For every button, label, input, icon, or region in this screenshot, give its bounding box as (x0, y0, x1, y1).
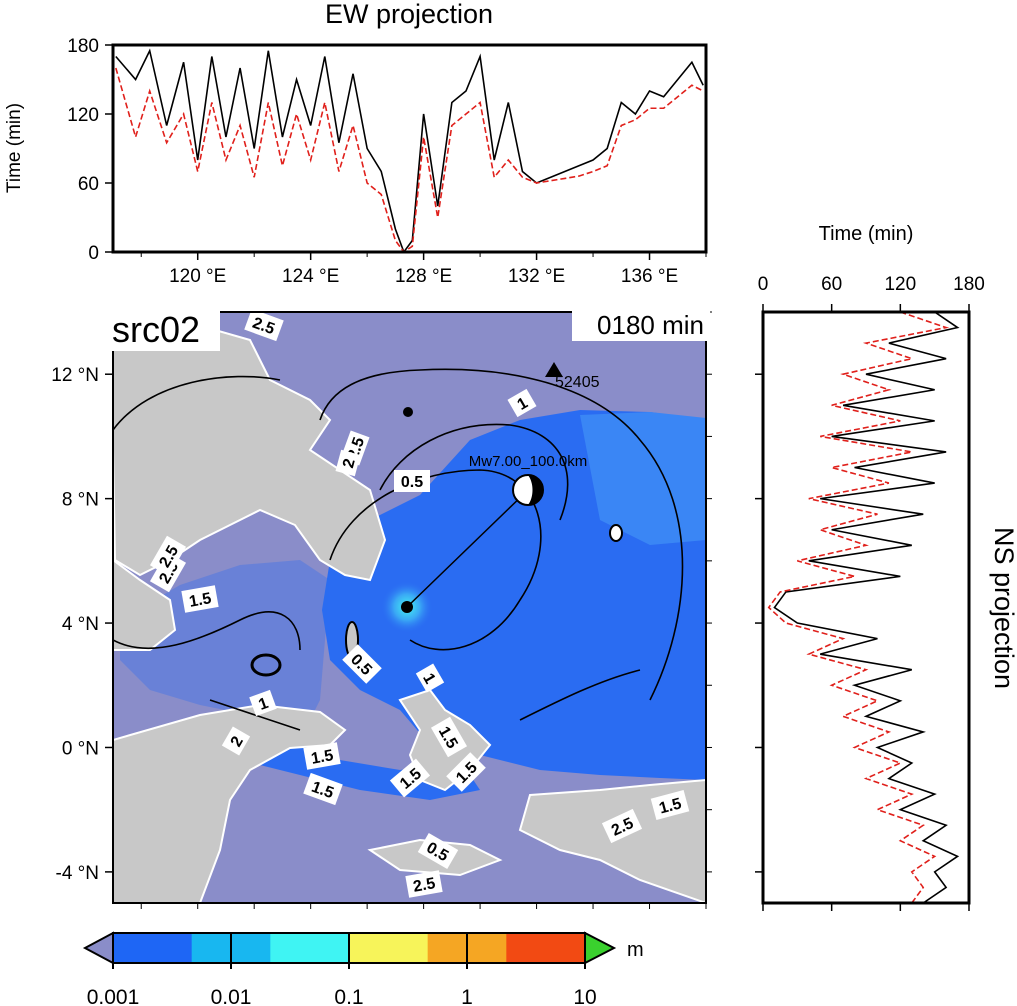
contour-label: 0.5 (401, 474, 423, 491)
ew-traces (115, 48, 704, 252)
contour-label: 1.5 (309, 779, 336, 803)
contour-label: 2.5 (412, 875, 437, 896)
ew-frame (111, 43, 708, 254)
colorbar-tick-label: 0.01 (211, 986, 252, 1006)
ew-x-tick-label: 136 °E (621, 266, 678, 287)
time-label: 0180 min (597, 310, 704, 340)
focal-mechanism-icon (512, 474, 544, 506)
ns-projection-title: NS projection (989, 527, 1017, 689)
ns-x-tick-label: 180 (953, 274, 985, 295)
ew-projection-title: EW projection (325, 0, 493, 29)
ns-xlabel: Time (min) (819, 223, 914, 245)
ns-traces (767, 312, 960, 903)
colorbar-tick-label: 1 (461, 986, 473, 1006)
colorbar-segment (270, 933, 350, 963)
land-island-small (250, 653, 282, 677)
map-y-tick-label: 8 °N (62, 490, 99, 511)
ns-x-tick-label: 0 (758, 274, 769, 295)
land-island-east (609, 524, 623, 542)
colorbar-segment (506, 933, 586, 963)
ew-y-tick-label: 0 (88, 243, 99, 264)
land-island-small-2 (403, 407, 413, 417)
epicenter-dot (401, 601, 413, 613)
contour-label: 1.5 (310, 747, 335, 768)
map-y-tick-label: -4 °N (56, 863, 100, 884)
ns-series-line (773, 312, 960, 903)
source-station-line (406, 489, 529, 608)
colorbar-high-arrow (584, 931, 617, 965)
map-frame (112, 311, 707, 904)
ew-axis-ticks: 120 °E 124 °E 128 °E 132 °E 136 °E 0 60 120 180 (67, 36, 707, 287)
ew-y-tick-label: 60 (78, 174, 99, 195)
colorbar-tick-label: 10 (573, 986, 596, 1006)
contour-label: 2 (340, 457, 359, 470)
map-y-tick-label: 12 °N (51, 365, 99, 386)
colorbar-tick-label: 0.1 (334, 986, 363, 1006)
station-triangle-icon (545, 362, 563, 377)
contour-labels: 1 0.5 2.5 1.5 2.5 0.5 1 1.5 1.5 1.5 2.5 … (149, 308, 690, 898)
colorbar: m 0.001 0.01 0.1 1 10 (82, 931, 644, 1006)
ns-x-tick-label: 120 (884, 274, 916, 295)
run-label: src02 (112, 309, 200, 350)
run-label-box (108, 307, 220, 351)
wave-field-south (120, 560, 330, 740)
ew-x-tick-label: 120 °E (169, 266, 226, 287)
colorbar-unit: m (627, 939, 644, 961)
station-label: 52405 (555, 374, 600, 391)
ns-axis-ticks: 0 60 120 180 (755, 274, 985, 911)
map-panel: 1 0.5 2.5 1.5 2.5 0.5 1 1.5 1.5 1.5 2.5 … (51, 307, 712, 909)
map-y-tick-label: 0 °N (62, 738, 99, 759)
ns-projection-panel: Time (min) NS projection 0 60 120 180 (755, 223, 1017, 911)
time-label-box (572, 307, 710, 341)
ns-frame (761, 310, 971, 905)
wave-field-light (580, 412, 706, 545)
land-borneo-north (113, 558, 177, 651)
ns-series-line (767, 312, 950, 903)
ew-x-tick-label: 132 °E (508, 266, 565, 287)
contour-label: 1.5 (188, 590, 213, 611)
colorbar-low-arrow (82, 931, 114, 965)
source-label: Mw7.00_100.0km (469, 453, 587, 470)
ew-x-tick-label: 128 °E (395, 266, 452, 287)
map-axis-ticks: 12 °N 8 °N 4 °N 0 °N -4 °N (51, 311, 712, 909)
ew-projection-panel: EW projection Time (min) 120 °E 124 °E 128… (4, 0, 708, 287)
map-y-tick-label: 4 °N (62, 614, 99, 635)
ew-x-tick-label: 124 °E (282, 266, 339, 287)
ew-y-tick-label: 120 (67, 105, 99, 126)
contour-label: 1.5 (657, 795, 683, 817)
colorbar-segment (113, 933, 193, 963)
ew-series-line (115, 48, 704, 252)
contour-label: 2.5 (250, 315, 277, 339)
colorbar-segment (349, 933, 429, 963)
ew-y-tick-label: 180 (67, 36, 99, 57)
ew-ylabel: Time (min) (4, 103, 25, 193)
ns-x-tick-label: 60 (821, 274, 842, 295)
colorbar-tick-label: 0.001 (87, 986, 140, 1006)
ew-series-line (115, 67, 704, 252)
